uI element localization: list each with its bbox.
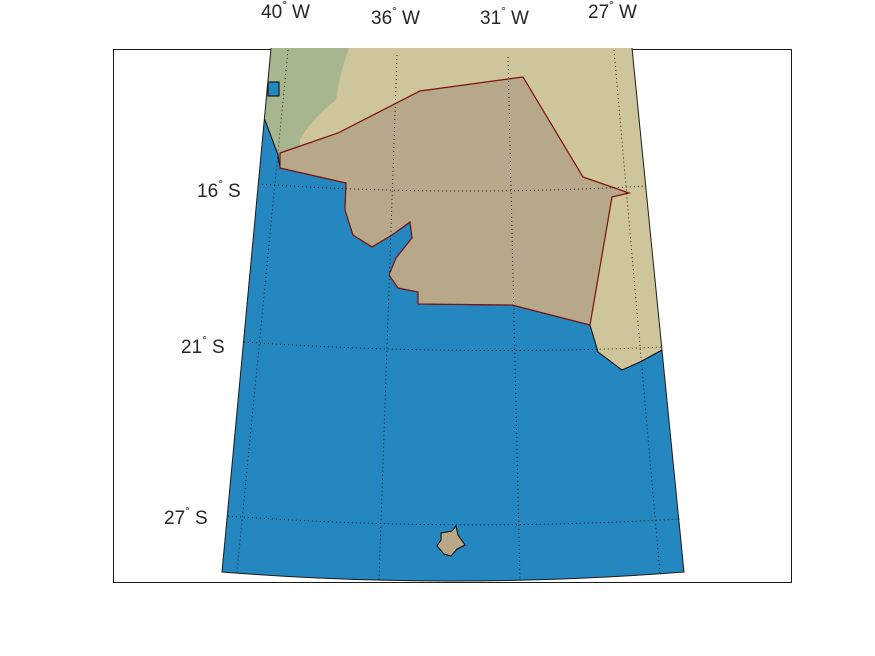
small-lake (267, 81, 280, 97)
highlighted-region (279, 76, 632, 326)
map-boundary (221, 47, 685, 582)
green-land-area (262, 48, 352, 172)
lon-label-27w: 27° W (588, 0, 637, 23)
lat-label-21s: 21° S (181, 333, 225, 358)
island (436, 524, 466, 557)
parallel-27s (227, 515, 681, 526)
lat-label-27s: 27° S (164, 504, 208, 529)
lon-label-31w: 31° W (480, 4, 529, 29)
graticule (227, 49, 681, 582)
lon-label-36w: 36° W (371, 4, 420, 29)
parallel-21s (243, 341, 665, 352)
meridian-31w (507, 56, 521, 582)
lon-label-40w: 40° W (261, 0, 310, 23)
parallel-16s (257, 183, 647, 192)
lat-label-16s: 16° S (197, 177, 241, 202)
